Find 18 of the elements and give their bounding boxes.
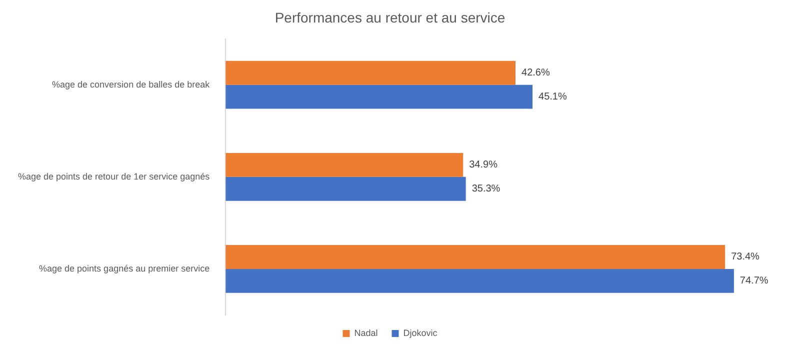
y-tick-label: %age de conversion de balles de break: [52, 79, 210, 90]
bar: [226, 245, 726, 269]
legend-label: Nadal: [354, 328, 378, 338]
y-tick-label: %age de points gagnés au premier service: [39, 263, 210, 274]
data-label: 34.9%: [469, 160, 498, 171]
data-label: 74.7%: [740, 276, 768, 287]
data-label: 45.1%: [538, 92, 567, 103]
bar: [226, 84, 533, 109]
y-tick-label: %age de points de retour de 1er service gagnés: [18, 171, 210, 182]
chart-title: Performances au retour et au service: [274, 9, 506, 26]
bar: [226, 268, 734, 293]
bar: [226, 60, 516, 85]
data-label: 73.4%: [731, 252, 760, 263]
data-label: 35.3%: [472, 184, 500, 195]
legend-label: Djokovic: [403, 328, 438, 338]
bar: [226, 152, 464, 177]
bar: [226, 176, 466, 201]
data-label: 42.6%: [522, 68, 550, 79]
